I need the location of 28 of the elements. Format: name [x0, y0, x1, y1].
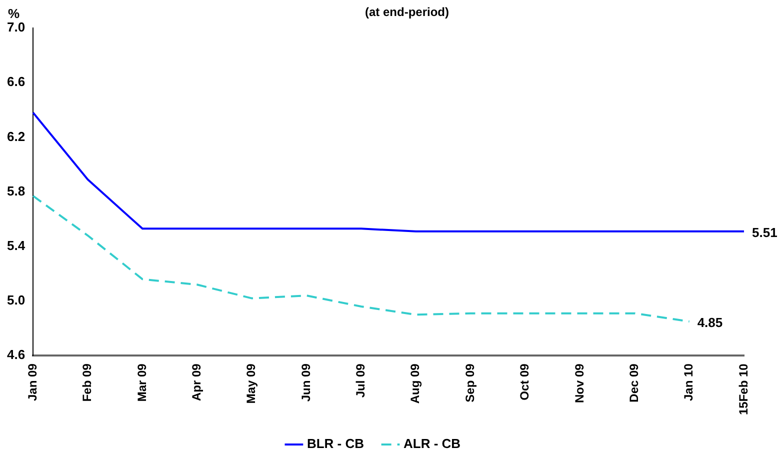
x-tick-label: Jul 09: [354, 363, 368, 398]
y-axis-title: %: [8, 6, 20, 21]
data-label: 4.85: [697, 315, 723, 330]
y-tick-label: 4.6: [6, 347, 26, 362]
y-tick-label: 7.0: [6, 20, 26, 35]
x-tick-label: Apr 09: [189, 363, 204, 401]
x-tick-label: Sep 09: [462, 363, 477, 402]
x-tick-label: Jan 10: [682, 363, 696, 401]
legend-label: ALR - CB: [404, 436, 461, 452]
x-tick-label: Oct 09: [518, 363, 532, 400]
y-tick-label: 5.8: [6, 183, 26, 198]
x-tick-label: Nov 09: [572, 363, 586, 403]
x-tick-label: May 09: [244, 363, 258, 404]
chart-subtitle: (at end-period): [365, 5, 449, 19]
x-tick-label: Jan 09: [25, 363, 40, 401]
y-tick-label: 6.2: [6, 128, 26, 144]
y-tick-label: 6.6: [6, 74, 26, 90]
y-tick-label: 5.4: [6, 238, 26, 254]
x-tick-label: Feb 09: [80, 363, 94, 402]
legend-label: BLR - CB: [306, 436, 364, 452]
data-label: 5.51: [752, 224, 778, 240]
x-tick-label: Jun 09: [298, 363, 313, 402]
x-tick-label: 15Feb 10: [736, 363, 750, 416]
y-tick-label: 5.0: [6, 292, 26, 308]
x-tick-label: Dec 09: [626, 363, 641, 402]
line-series: [32, 194, 690, 323]
x-tick-label: Aug 09: [408, 363, 422, 404]
x-tick-label: Mar 09: [134, 363, 149, 402]
